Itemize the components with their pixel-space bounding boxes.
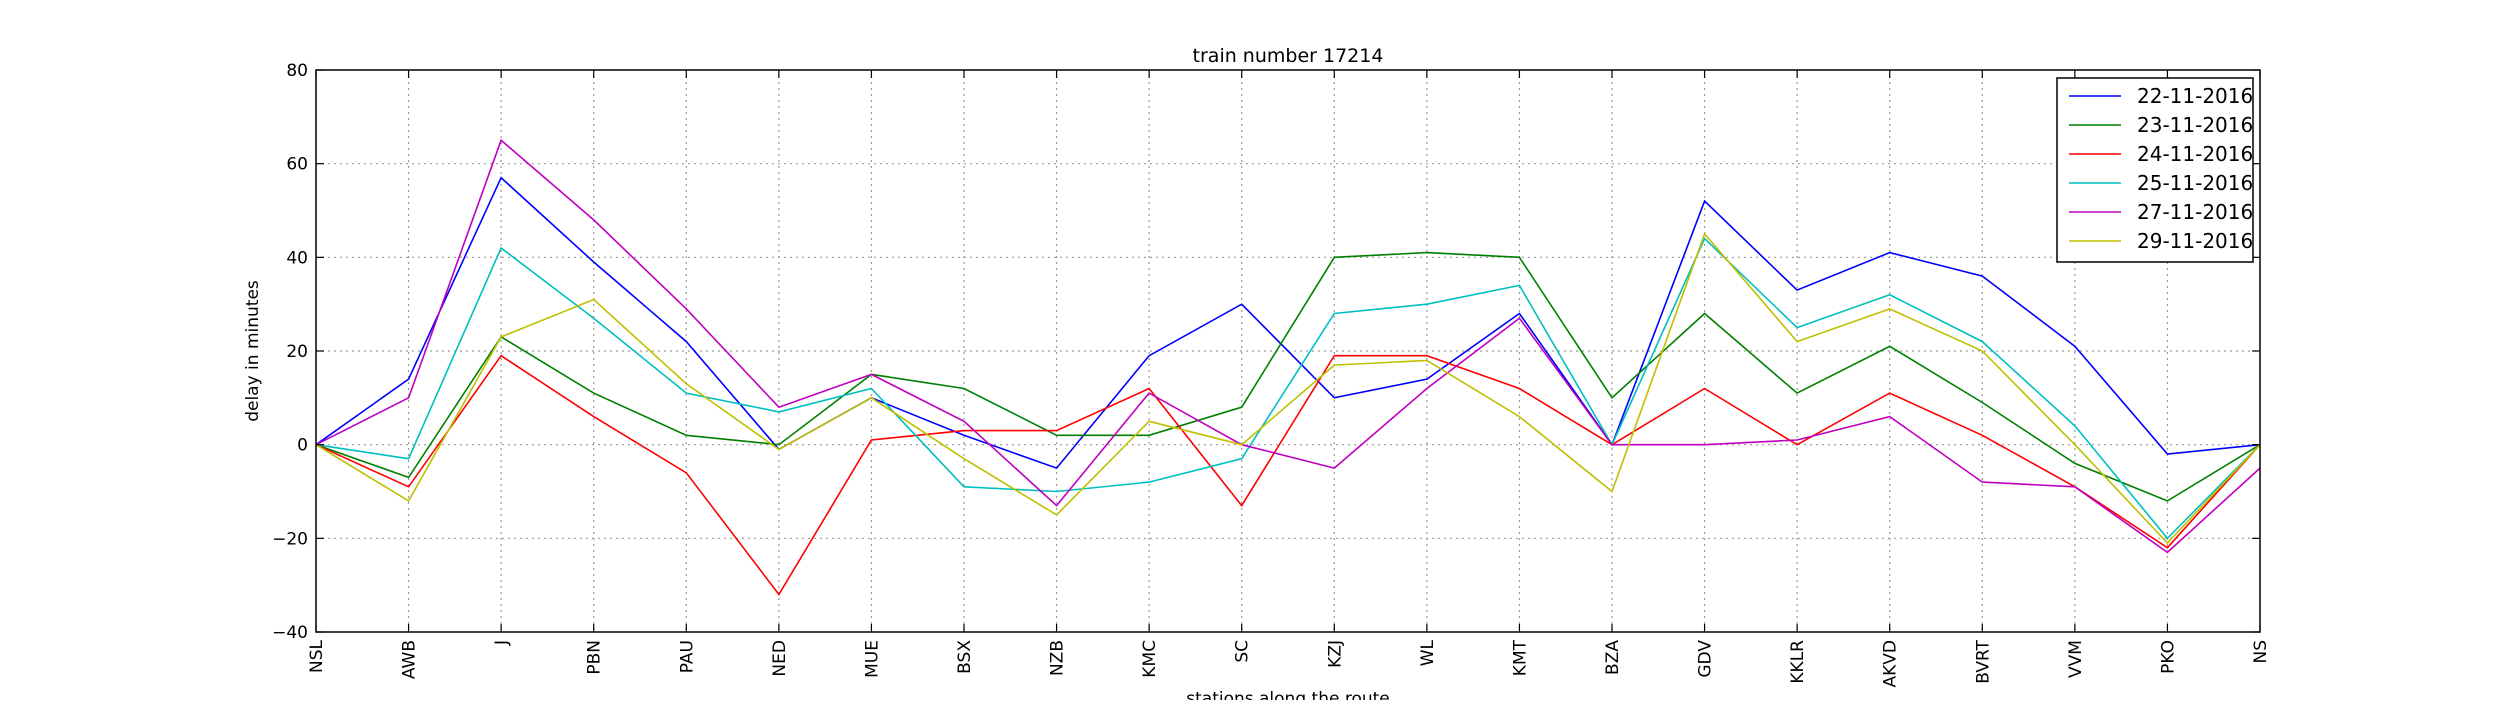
legend-label: 25-11-2016	[2137, 171, 2253, 195]
y-tick-label: 60	[286, 155, 308, 175]
series-line	[315, 232, 2261, 545]
x-tick-label: KMT	[1510, 639, 1530, 676]
x-tick-label: KMC	[1140, 640, 1160, 678]
x-tick-label: J	[492, 640, 512, 646]
x-tick-label: KKLR	[1788, 640, 1808, 684]
y-tick-label: 20	[286, 342, 308, 362]
tick-layer: −40 −20 0 20 40 60 80 NSL AWB J PBN PAU NED MUE BSX NZB…	[272, 61, 2271, 688]
series-layer	[315, 138, 2261, 596]
y-tick-label: −40	[272, 623, 308, 643]
series-line	[315, 237, 2261, 540]
x-tick-label: NED	[770, 640, 790, 677]
y-axis-label: delay in minutes	[243, 280, 263, 422]
x-tick-label: NS	[2251, 640, 2271, 664]
legend-label: 22-11-2016	[2137, 84, 2253, 108]
x-tick-label: GDV	[1696, 640, 1716, 678]
series-line	[315, 251, 2261, 502]
legend-label: 23-11-2016	[2137, 113, 2253, 137]
x-tick-label: SC	[1233, 640, 1253, 663]
x-tick-label: NSL	[307, 639, 327, 673]
grid-layer	[316, 70, 2260, 632]
x-tick-label: AKVD	[1881, 640, 1901, 688]
x-tick-label: WL	[1418, 639, 1438, 666]
chart-title: train number 17214	[1193, 45, 1384, 67]
legend-box	[2056, 77, 2254, 263]
legend-label: 29-11-2016	[2137, 229, 2253, 253]
x-axis-label: stations along the route	[1186, 689, 1390, 700]
legend-label: 27-11-2016	[2137, 200, 2253, 224]
legend: 22-11-2016 23-11-2016 24-11-2016 25-11-2016…	[2056, 77, 2254, 263]
x-tick-label: KZJ	[1325, 640, 1345, 668]
x-tick-label: PBN	[585, 640, 605, 675]
x-tick-label: BSX	[955, 640, 975, 674]
x-tick-label: PKO	[2158, 640, 2178, 674]
x-tick-label: AWB	[400, 640, 420, 679]
x-tick-label: PAU	[677, 640, 697, 673]
x-tick-label: BVRT	[1973, 639, 1993, 683]
legend-label: 24-11-2016	[2137, 142, 2253, 166]
x-tick-label: VVM	[2066, 640, 2086, 678]
series-line	[315, 138, 2261, 554]
series-line	[315, 354, 2261, 596]
y-tick-label: 0	[297, 436, 308, 456]
x-tick-label: NZB	[1048, 640, 1068, 676]
y-tick-label: −20	[272, 529, 308, 549]
x-tick-label: BZA	[1603, 640, 1623, 675]
y-tick-label: 40	[286, 248, 308, 268]
legend-items: 22-11-2016 23-11-2016 24-11-2016 25-11-2016…	[2069, 84, 2253, 253]
series-line	[315, 176, 2261, 470]
x-tick-label: MUE	[862, 640, 882, 678]
y-tick-label: 80	[286, 61, 308, 81]
